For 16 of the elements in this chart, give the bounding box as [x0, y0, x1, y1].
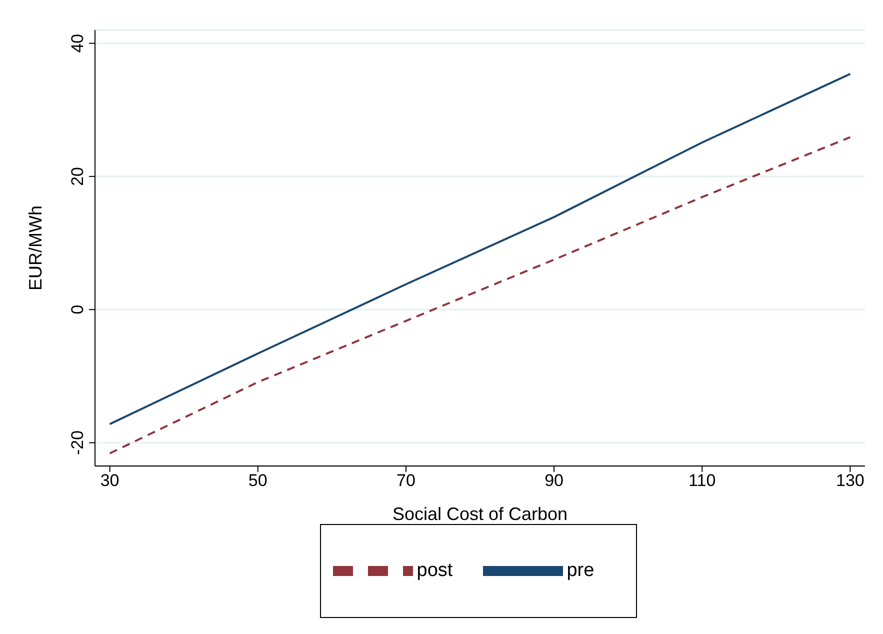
y-tick-label: 20	[68, 166, 87, 186]
x-tick-label: 90	[544, 471, 564, 490]
y-tick-label: 40	[68, 34, 87, 53]
line-series	[108, 136, 852, 454]
x-tick-label: 70	[396, 471, 416, 490]
x-tick-label: 50	[248, 471, 268, 490]
line-series	[108, 72, 852, 426]
x-tick-label: 110	[688, 471, 716, 490]
y-tick-label: -20	[68, 430, 87, 455]
x-tick-label: 30	[100, 471, 120, 490]
y-tick-label: 0	[68, 304, 87, 314]
legend-label: pre	[566, 560, 594, 582]
x-tick-label: 130	[836, 471, 864, 490]
y-axis-title: EUR/MWh	[25, 206, 46, 290]
legend-label: post	[416, 560, 453, 582]
x-axis-title: Social Cost of Carbon	[392, 504, 568, 524]
